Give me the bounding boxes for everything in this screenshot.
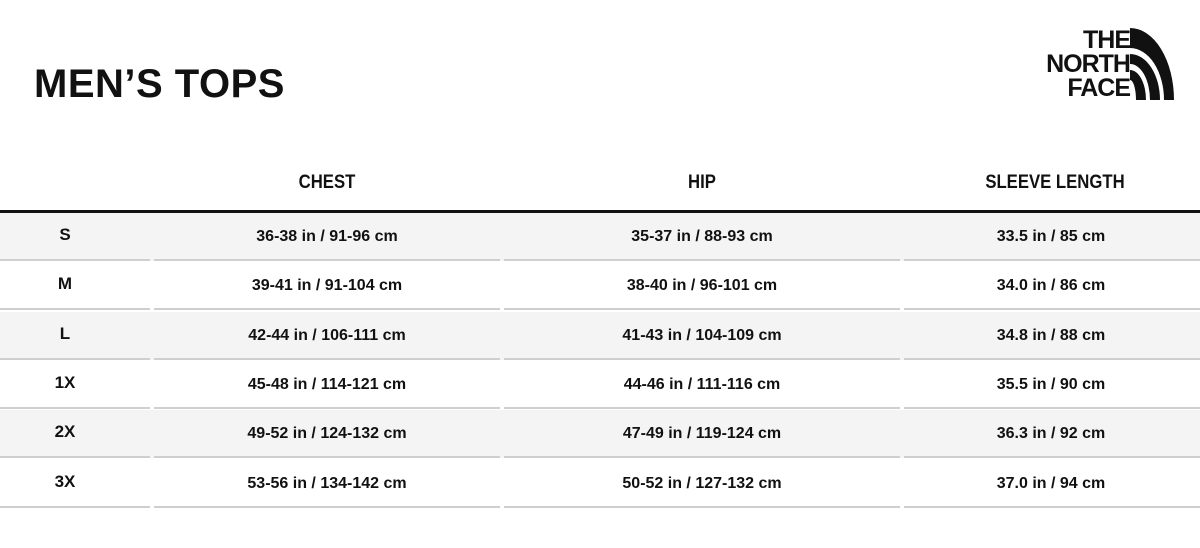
row-divider (504, 505, 900, 508)
row-divider (904, 505, 1200, 508)
table-row: 3X 53-56 in / 134-142 cm 50-52 in / 127-13… (0, 460, 1200, 508)
sleeve-cell: 36.3 in / 92 cm (996, 425, 1106, 443)
header-divider (0, 210, 1200, 213)
column-header-hip: HIP (688, 172, 716, 193)
size-cell: 3X (54, 471, 76, 491)
hip-cell: 50-52 in / 127-132 cm (622, 474, 782, 492)
sleeve-cell: 33.5 in / 85 cm (996, 228, 1106, 245)
chest-cell: 53-56 in / 134-142 cm (247, 474, 407, 492)
the-north-face-logo: THE NORTH FACE (1012, 28, 1174, 102)
hip-cell: 38-40 in / 96-101 cm (626, 277, 778, 295)
row-divider (154, 308, 500, 311)
table-row: S 36-38 in / 91-96 cm 35-37 in / 88-93 cm 3… (0, 213, 1200, 261)
row-divider (0, 456, 150, 459)
page-title: MEN’S TOPS (34, 62, 285, 106)
row-divider (504, 406, 900, 409)
column-header-sleeve-length: SLEEVE LENGTH (985, 172, 1125, 193)
table-row: 2X 49-52 in / 124-132 cm 47-49 in / 119-12… (0, 410, 1200, 459)
row-divider (504, 456, 900, 459)
row-divider (154, 357, 500, 360)
hip-cell: 35-37 in / 88-93 cm (631, 228, 773, 245)
column-header-chest: CHEST (298, 172, 356, 193)
table-row: 1X 45-48 in / 114-121 cm 44-46 in / 111-11… (0, 361, 1200, 409)
logo-line: THE (1083, 26, 1131, 54)
row-divider (0, 259, 150, 261)
row-divider (154, 456, 500, 459)
logo-text: THE NORTH FACE (1046, 26, 1131, 102)
hip-cell: 47-49 in / 119-124 cm (622, 425, 782, 443)
row-divider (0, 505, 150, 508)
sleeve-cell: 35.5 in / 90 cm (996, 375, 1106, 393)
chest-cell: 45-48 in / 114-121 cm (247, 375, 407, 393)
sleeve-cell: 37.0 in / 94 cm (996, 474, 1106, 492)
size-cell: 1X (54, 372, 76, 392)
sleeve-cell: 34.8 in / 88 cm (996, 326, 1106, 344)
row-divider (0, 357, 150, 360)
row-divider (904, 308, 1200, 311)
row-divider (154, 505, 500, 508)
row-divider (154, 259, 500, 261)
table-row: M 39-41 in / 91-104 cm 38-40 in / 96-101 c… (0, 262, 1200, 311)
size-cell: 2X (54, 422, 76, 442)
row-divider (504, 357, 900, 360)
chest-cell: 36-38 in / 91-96 cm (256, 228, 398, 245)
row-divider (0, 308, 150, 311)
row-divider (504, 259, 900, 261)
chest-cell: 49-52 in / 124-132 cm (247, 425, 407, 443)
chest-cell: 42-44 in / 106-111 cm (248, 326, 406, 344)
row-divider (904, 259, 1200, 261)
logo-line: FACE (1067, 74, 1131, 102)
row-divider (904, 456, 1200, 459)
row-divider (0, 406, 150, 409)
size-cell: S (59, 225, 71, 244)
row-divider (904, 357, 1200, 360)
sleeve-cell: 34.0 in / 86 cm (996, 277, 1106, 295)
size-cell: M (57, 274, 73, 294)
hip-cell: 41-43 in / 104-109 cm (622, 326, 782, 344)
size-cell: L (59, 323, 71, 343)
logo-line: NORTH (1046, 50, 1131, 78)
half-dome-logo-icon (1130, 28, 1174, 100)
row-divider (904, 406, 1200, 409)
hip-cell: 44-46 in / 111-116 cm (623, 375, 781, 393)
row-divider (504, 308, 900, 311)
table-row: L 42-44 in / 106-111 cm 41-43 in / 104-109… (0, 311, 1200, 360)
row-divider (154, 406, 500, 409)
chest-cell: 39-41 in / 91-104 cm (251, 277, 403, 295)
